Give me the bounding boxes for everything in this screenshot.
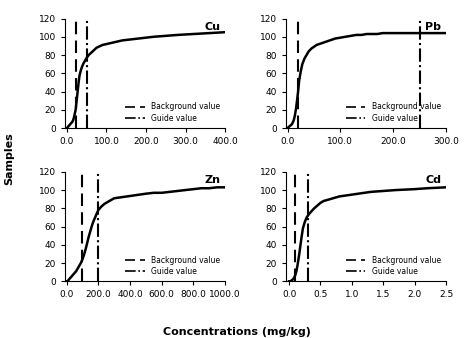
Legend: Background value, Guide value: Background value, Guide value	[345, 254, 442, 277]
Legend: Background value, Guide value: Background value, Guide value	[345, 101, 442, 124]
Legend: Background value, Guide value: Background value, Guide value	[124, 101, 221, 124]
Text: Pb: Pb	[425, 22, 441, 32]
Legend: Background value, Guide value: Background value, Guide value	[124, 254, 221, 277]
Text: Cu: Cu	[204, 22, 220, 32]
Text: Zn: Zn	[204, 175, 220, 185]
Text: Concentrations (mg/kg): Concentrations (mg/kg)	[163, 327, 311, 337]
Text: Cd: Cd	[425, 175, 441, 185]
Text: Samples: Samples	[5, 132, 15, 185]
